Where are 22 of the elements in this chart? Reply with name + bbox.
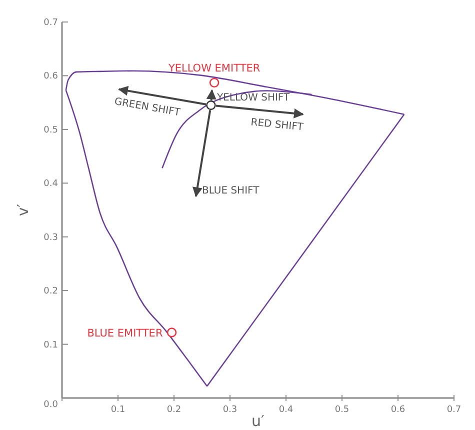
y-tick-label: 0.5	[44, 125, 58, 136]
annotation: BLUE SHIFT	[202, 185, 260, 196]
x-tick-label: 0.6	[390, 405, 406, 415]
x-tick-label: 0.3	[222, 405, 238, 415]
x-tick-label: 0.7	[446, 405, 462, 415]
x-tick-label: 0.2	[166, 405, 182, 415]
y-tick-label: 0.4	[44, 179, 58, 190]
series-label: BLUE EMITTER	[87, 327, 163, 340]
x-tick-label: 0.1	[110, 405, 126, 415]
series-label: YELLOW EMITTER	[167, 62, 260, 75]
annotation: RED SHIFT	[250, 117, 305, 134]
x-tick-label: 0.5	[334, 405, 350, 415]
y-axis-title: v′	[14, 203, 32, 216]
y-tick-label: 0.0	[44, 400, 58, 410]
y-tick-label: 0.3	[44, 232, 58, 243]
y-tick-label: 0.2	[44, 286, 58, 297]
x-axis-title: u′	[252, 412, 266, 430]
annotation: GREEN SHIFT	[113, 96, 182, 119]
y-tick-label: 0.1	[44, 340, 58, 350]
x-tick-label: 0.4	[278, 405, 294, 415]
y-tick-label: 0.6	[44, 72, 58, 82]
y-tick-label: 0.7	[44, 18, 58, 28]
